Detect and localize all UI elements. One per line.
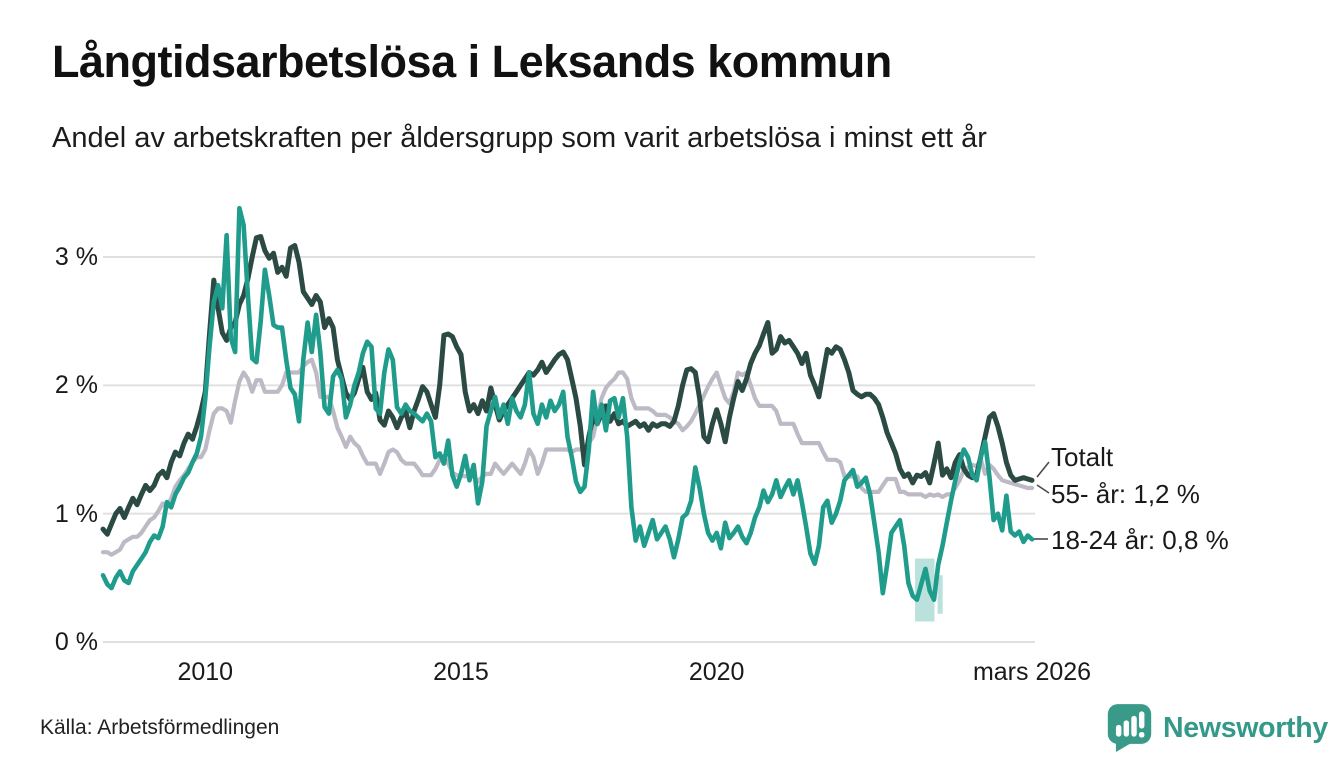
series-line-18-24-r [100, 205, 1035, 603]
source-label: Källa: Arbetsförmedlingen [40, 716, 280, 739]
newsworthy-wordmark: Newsworthy [1163, 712, 1328, 744]
newsworthy-bubble-chart-icon [1107, 704, 1152, 752]
highlight-band [915, 558, 935, 622]
annotation-pointer [1036, 484, 1050, 494]
series-line-55-r [100, 357, 1035, 557]
annotation-18-24-ar: 18-24 år: 0,8 % [1051, 525, 1229, 555]
newsworthy-logo: Newsworthy [1106, 703, 1328, 754]
annotation-totalt: Totalt [1051, 442, 1114, 472]
highlight-band [937, 575, 943, 614]
chart-subtitle: Andel av arbetskraften per åldersgrupp s… [52, 122, 987, 154]
annotation-pointer [1036, 461, 1050, 478]
page-title: Långtidsarbetslösa i Leksands kommun [52, 36, 892, 87]
series-line-totalt [100, 234, 1035, 537]
annotation-55-ar: 55- år: 1,2 % [1051, 479, 1200, 509]
